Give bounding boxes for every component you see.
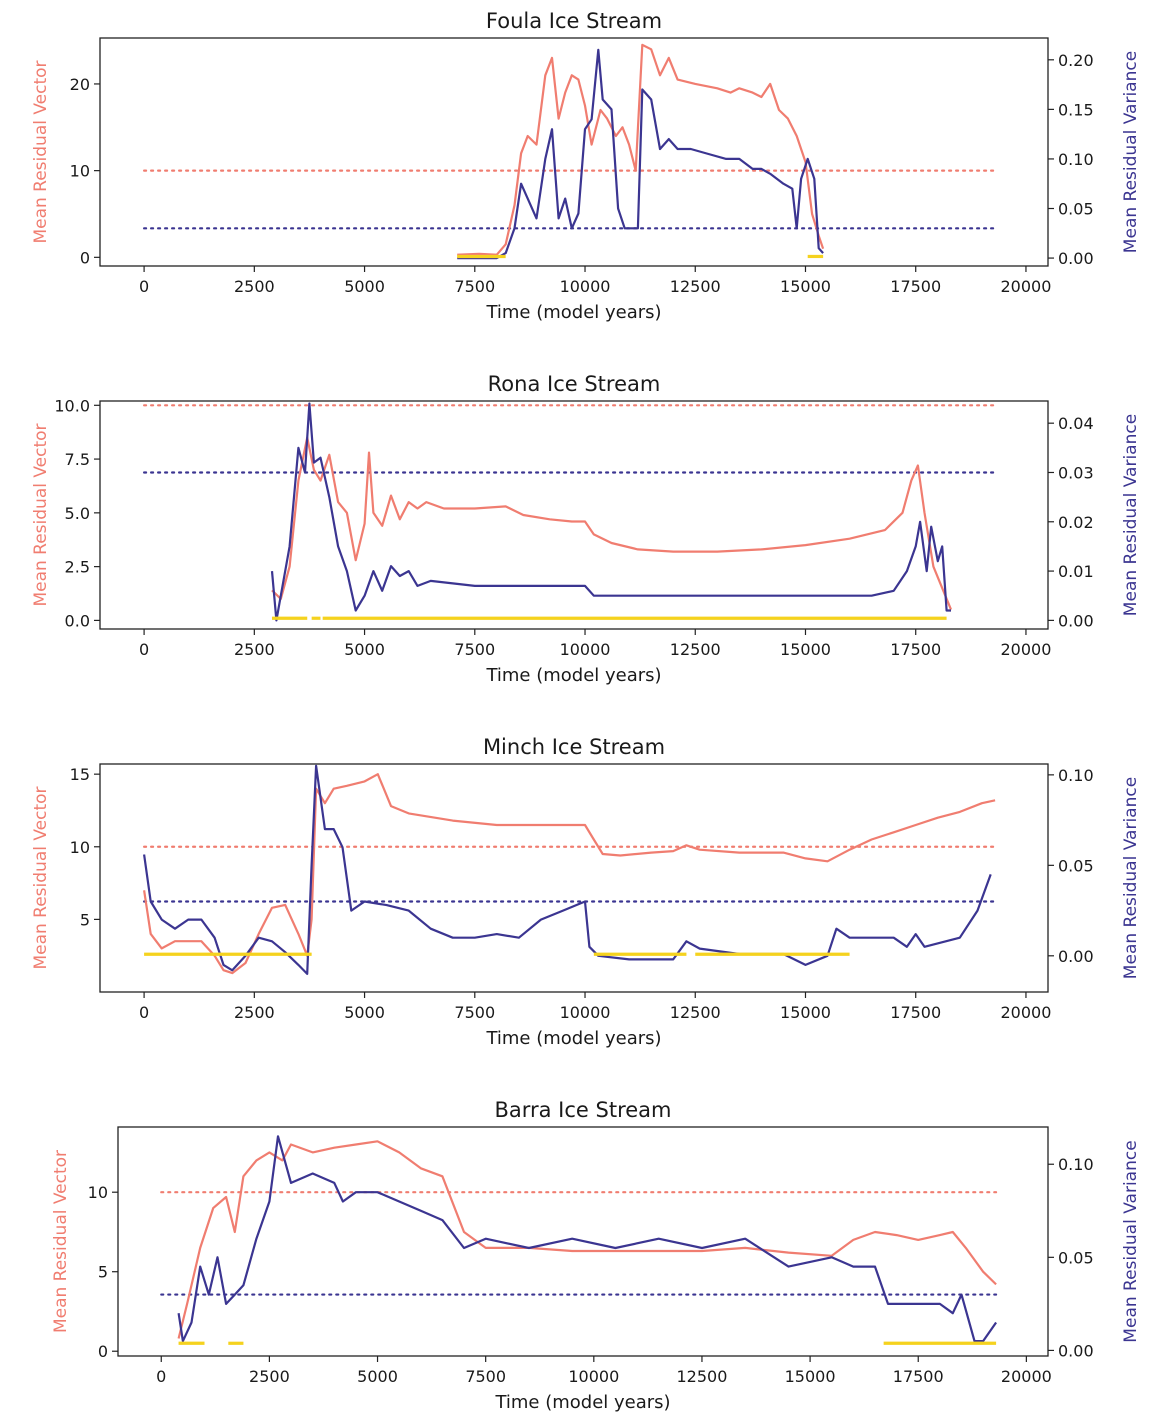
y-right-tick-label: 0.03 [1058, 463, 1094, 482]
x-tick-label: 17500 [890, 277, 941, 296]
x-tick-label: 15000 [780, 277, 831, 296]
y-right-tick-label: 0.10 [1058, 1155, 1094, 1174]
mean-residual-variance-line [143, 764, 992, 975]
mean-residual-vector-line [457, 43, 825, 256]
x-tick-label: 5000 [357, 1367, 398, 1386]
y-right-axis-label: Mean Residual Variance [1121, 51, 1141, 253]
y-left-tick-label: 7.5 [65, 450, 90, 469]
mean-residual-vector-line [177, 1140, 997, 1339]
plot-frame [99, 37, 1049, 267]
y-left-tick-label: 10 [70, 162, 90, 181]
chart-panel-3: Minch Ice Stream 0 2500 5000 7500 10000 12500 1… [31, 735, 1141, 1049]
y-right-tick-label: 0.05 [1058, 1248, 1094, 1267]
y-right-tick-label: 0.20 [1058, 51, 1094, 70]
y-left-tick-label: 5 [80, 910, 90, 929]
x-tick-label: 0 [139, 277, 149, 296]
x-tick-label: 17500 [890, 1003, 941, 1022]
mean-residual-vector-line [143, 773, 996, 975]
x-axis-label: Time (model years) [485, 1028, 661, 1049]
y-right-tick-label: 0.02 [1058, 513, 1094, 532]
mean-residual-variance-line [270, 402, 951, 622]
x-tick-label: 20000 [1001, 1367, 1052, 1386]
y-right-tick-label: 0.05 [1058, 856, 1094, 875]
x-tick-label: 15000 [780, 640, 831, 659]
y-right-tick-label: 0.00 [1058, 249, 1094, 268]
mean-residual-variance-line [457, 48, 824, 260]
y-right-tick-label: 0.00 [1058, 1341, 1094, 1360]
x-tick-label: 5000 [344, 640, 385, 659]
x-tick-label: 0 [139, 1003, 149, 1022]
y-left-axis-label: Mean Residual Vector [31, 786, 51, 969]
x-tick-label: 20000 [1001, 640, 1052, 659]
x-axis-label: Time (model years) [485, 302, 661, 323]
y-left-tick-label: 10.0 [54, 396, 90, 415]
x-tick-label: 12500 [677, 1367, 728, 1386]
chart-panel-2: Rona Ice Stream 0 2500 5000 7500 10000 12500 15… [31, 372, 1141, 686]
y-right-tick-label: 0.10 [1058, 766, 1094, 785]
y-right-tick-label: 0.01 [1058, 562, 1094, 581]
x-tick-label: 2500 [234, 1003, 275, 1022]
y-left-tick-label: 10 [70, 838, 90, 857]
x-tick-label: 12500 [670, 1003, 721, 1022]
y-right-tick-label: 0.04 [1058, 414, 1094, 433]
y-right-tick-label: 0.00 [1058, 947, 1094, 966]
x-tick-label: 17500 [893, 1367, 944, 1386]
chart-panel-4: Barra Ice Stream 0 2500 5000 7500 10000 12500 1… [51, 1098, 1141, 1413]
x-tick-label: 0 [156, 1367, 166, 1386]
x-tick-label: 10000 [560, 277, 611, 296]
x-tick-label: 12500 [670, 277, 721, 296]
y-left-tick-label: 20 [70, 75, 90, 94]
y-right-tick-label: 0.05 [1058, 200, 1094, 219]
x-tick-label: 20000 [1001, 277, 1052, 296]
x-tick-label: 2500 [249, 1367, 290, 1386]
x-tick-label: 7500 [454, 640, 495, 659]
y-right-tick-label: 0.15 [1058, 100, 1094, 119]
x-tick-label: 0 [139, 640, 149, 659]
x-tick-label: 10000 [560, 1003, 611, 1022]
y-right-tick-label: 0.10 [1058, 150, 1094, 169]
x-tick-label: 5000 [344, 277, 385, 296]
x-axis-label: Time (model years) [485, 665, 661, 686]
chart-title: Barra Ice Stream [494, 1098, 671, 1122]
x-tick-label: 12500 [670, 640, 721, 659]
y-left-tick-label: 0.0 [65, 611, 90, 630]
plot-frame [99, 400, 1049, 630]
mean-residual-vector-line [271, 436, 953, 611]
x-tick-label: 7500 [454, 1003, 495, 1022]
x-tick-label: 2500 [234, 277, 275, 296]
x-tick-label: 17500 [890, 640, 941, 659]
x-tick-label: 5000 [344, 1003, 385, 1022]
y-left-tick-label: 5 [98, 1263, 108, 1282]
y-right-axis-label: Mean Residual Variance [1121, 414, 1141, 616]
y-left-tick-label: 5.0 [65, 504, 90, 523]
x-tick-label: 10000 [560, 640, 611, 659]
y-right-tick-label: 0.00 [1058, 611, 1094, 630]
y-left-axis-label: Mean Residual Vector [31, 60, 51, 243]
chart-title: Foula Ice Stream [486, 9, 662, 33]
x-tick-label: 15000 [780, 1003, 831, 1022]
x-tick-label: 7500 [454, 277, 495, 296]
plot-frame [117, 1126, 1049, 1357]
y-left-tick-label: 0 [98, 1342, 108, 1361]
y-left-tick-label: 15 [70, 765, 90, 784]
plot-frame [99, 763, 1049, 993]
y-right-axis-label: Mean Residual Variance [1121, 777, 1141, 979]
y-left-tick-label: 10 [88, 1183, 108, 1202]
x-tick-label: 10000 [568, 1367, 619, 1386]
x-axis-label: Time (model years) [494, 1392, 670, 1413]
chart-panel-1: Foula Ice Stream 0 2500 5000 7500 10000 12500 1… [31, 9, 1141, 323]
chart-title: Rona Ice Stream [488, 372, 661, 396]
x-tick-label: 15000 [785, 1367, 836, 1386]
x-tick-label: 7500 [465, 1367, 506, 1386]
x-tick-label: 2500 [234, 640, 275, 659]
chart-title: Minch Ice Stream [483, 735, 665, 759]
y-left-tick-label: 2.5 [65, 558, 90, 577]
mean-residual-variance-line [177, 1135, 998, 1343]
y-left-axis-label: Mean Residual Vector [51, 1150, 71, 1333]
x-tick-label: 20000 [1001, 1003, 1052, 1022]
y-left-axis-label: Mean Residual Vector [31, 423, 51, 606]
y-left-tick-label: 0 [80, 248, 90, 267]
y-right-axis-label: Mean Residual Variance [1121, 1140, 1141, 1342]
